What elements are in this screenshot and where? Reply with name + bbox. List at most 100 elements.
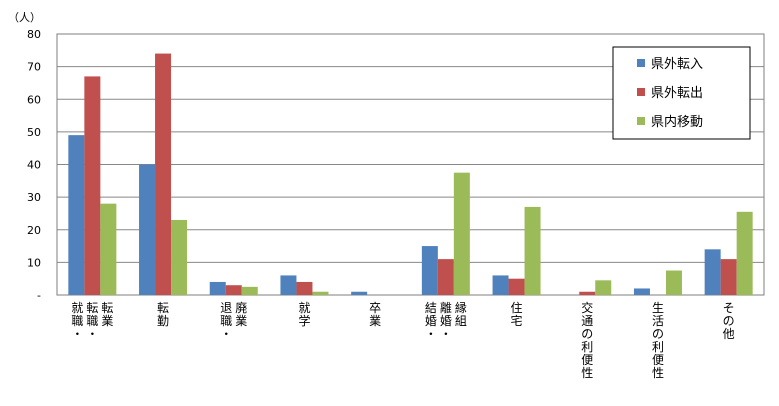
category-label: その他: [723, 301, 735, 341]
bar: [595, 280, 612, 295]
category-label-char: の: [581, 327, 593, 341]
y-tick-label: 50: [27, 126, 41, 139]
y-tick-label: -: [37, 289, 41, 302]
category-label: 住宅: [511, 301, 523, 328]
category-label-char: 転: [157, 301, 169, 315]
category-label-char: 業: [101, 314, 113, 328]
category-label-char: 利: [652, 340, 664, 354]
category-label-char: 便: [652, 353, 664, 367]
category-label-char: 結: [425, 301, 437, 315]
bar: [508, 278, 525, 295]
category-label-char: 職: [71, 314, 83, 328]
bar: [633, 288, 650, 295]
category-label: 転勤: [157, 301, 169, 328]
category-label-char: 通: [581, 314, 593, 328]
bar: [453, 172, 470, 295]
bar: [524, 206, 541, 295]
category-label: 就学: [298, 301, 310, 328]
y-tick-labels: - 10 20 30 40 50 60 70 80: [27, 28, 41, 302]
category-label-char: ・: [71, 327, 83, 341]
bar: [296, 281, 313, 295]
legend-swatch: [637, 117, 645, 125]
y-tick-label: 80: [27, 28, 41, 41]
bar: [665, 270, 682, 295]
category-label: 就職・転職・転業: [71, 301, 113, 341]
y-axis-unit-label: （人）: [8, 11, 41, 24]
category-label: 退職・廃業: [220, 300, 247, 341]
bar: [100, 203, 117, 295]
legend-swatch: [637, 59, 645, 67]
category-label-char: 利: [581, 340, 593, 354]
category-label-char: 交: [581, 300, 593, 315]
category-label-char: 離: [440, 301, 452, 315]
y-tick-label: 70: [27, 61, 41, 74]
category-label-char: 性: [581, 366, 593, 380]
bars: [68, 53, 753, 296]
category-label-char: 他: [723, 327, 735, 341]
y-tick-label: 10: [27, 256, 41, 269]
bar: [84, 76, 101, 295]
bar: [736, 211, 753, 295]
y-tick-label: 40: [27, 159, 41, 172]
category-label-char: 縁: [455, 300, 467, 315]
bar: [68, 135, 85, 295]
bar: [171, 219, 188, 295]
legend-label: 県外転出: [651, 86, 703, 101]
category-label-char: 業: [235, 314, 247, 328]
legend-label: 県外転入: [651, 57, 703, 72]
category-label-char: 廃: [235, 300, 247, 315]
category-label-char: 就: [298, 301, 310, 315]
category-label-char: 職: [86, 314, 98, 328]
category-label-char: そ: [723, 301, 735, 315]
category-label-char: ・: [440, 327, 452, 341]
bar: [225, 285, 242, 295]
category-label-char: 宅: [511, 313, 523, 328]
category-label-char: 組: [455, 314, 467, 328]
bar: [704, 249, 721, 295]
category-label-char: 学: [298, 313, 310, 328]
category-label: 卒業: [369, 301, 381, 328]
category-label-char: 職: [220, 314, 232, 328]
category-label-char: 生: [652, 301, 664, 315]
y-tick-label: 60: [27, 93, 41, 106]
category-label-char: ・: [425, 327, 437, 341]
legend-swatch: [637, 88, 645, 96]
category-label-char: 業: [369, 314, 381, 328]
bar: [241, 286, 258, 295]
bar: [421, 246, 438, 295]
legend-label: 県内移動: [651, 114, 703, 130]
plot-area-border: [56, 33, 765, 296]
y-tick-label: 20: [27, 224, 41, 237]
bar: [579, 291, 596, 295]
bar: [492, 275, 509, 295]
bar: [720, 259, 737, 295]
category-label-char: 就: [71, 301, 83, 315]
category-label-char: 住: [511, 301, 523, 315]
category-label-char: 転: [86, 301, 98, 315]
category-label-char: 勤: [157, 314, 169, 328]
category-label-char: ・: [220, 327, 232, 341]
y-tick-label: 30: [27, 191, 41, 204]
category-label-char: 転: [101, 301, 113, 315]
category-label-char: 婚: [440, 314, 452, 328]
category-label-char: 活: [652, 314, 664, 328]
bar: [351, 291, 368, 295]
category-label-char: 婚: [425, 314, 437, 328]
bar: [209, 281, 226, 295]
category-label-char: 卒: [369, 301, 381, 315]
bar: [437, 259, 454, 295]
category-label-char: 便: [581, 353, 593, 367]
bar: [280, 275, 297, 295]
category-label: 結婚・離婚・縁組: [425, 300, 467, 341]
bar: [312, 291, 329, 295]
bar: [155, 53, 172, 296]
category-label-char: 退: [220, 301, 232, 315]
legend-box: [612, 46, 751, 140]
category-label-char: の: [723, 314, 735, 328]
category-label-char: の: [652, 327, 664, 341]
